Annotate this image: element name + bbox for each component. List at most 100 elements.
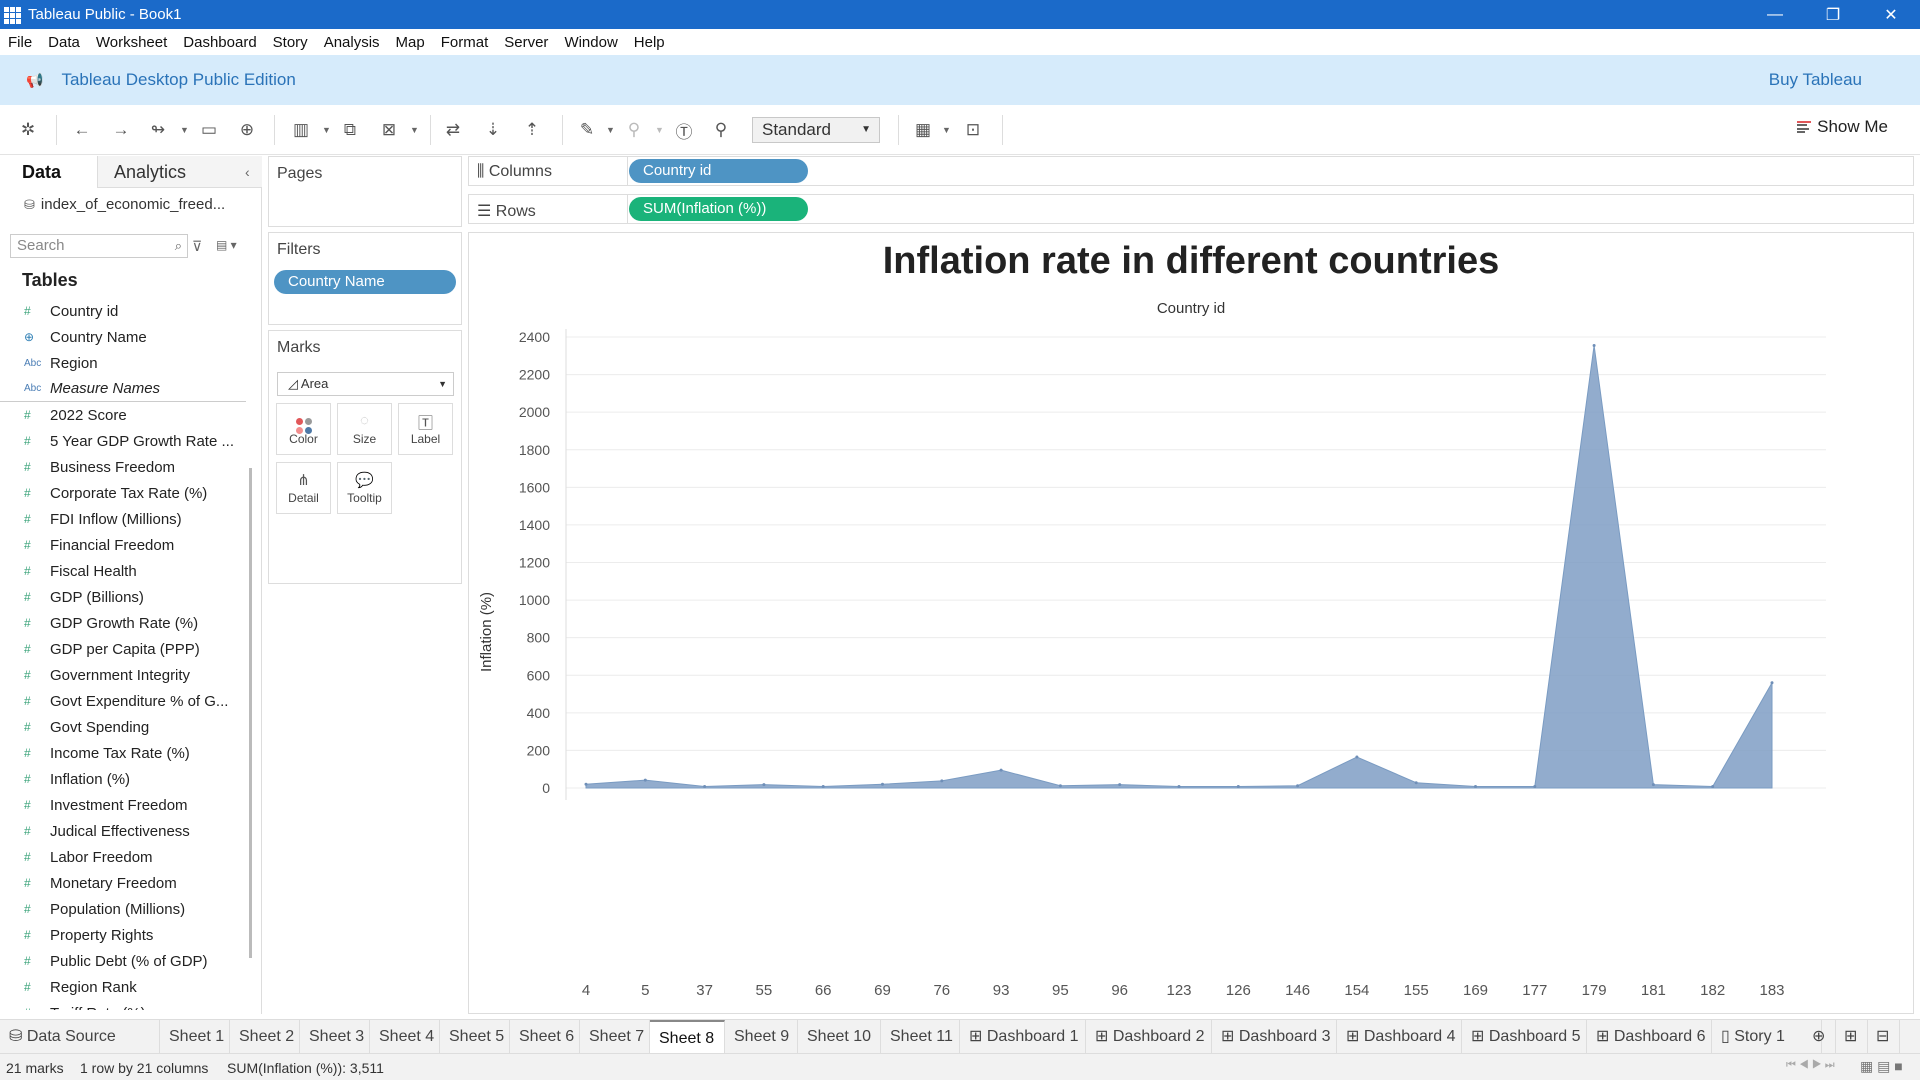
- new-story-tab-icon[interactable]: ⊟: [1868, 1020, 1900, 1054]
- swap-rows-columns-icon[interactable]: ⇄: [445, 120, 461, 139]
- sheet-tab[interactable]: Sheet 1: [160, 1020, 230, 1054]
- menu-map[interactable]: Map: [395, 33, 425, 51]
- field-item[interactable]: #Tariff Rate (%): [0, 1000, 246, 1011]
- area-chart[interactable]: 0 200 400 600 800 1000 1200 1400 1600 1800 2000 220…: [468, 232, 1914, 1014]
- field-item[interactable]: Abc Region: [0, 350, 246, 376]
- show-mark-labels-icon[interactable]: Ⓣ: [675, 122, 693, 142]
- sheet-tab[interactable]: ▯ Story 1: [1712, 1020, 1822, 1054]
- sheet-tab[interactable]: Sheet 3: [300, 1020, 370, 1054]
- menu-help[interactable]: Help: [633, 33, 665, 51]
- columns-pill-country-id[interactable]: Country id: [629, 159, 808, 183]
- duplicate-sheet-icon[interactable]: ⧉: [343, 120, 357, 139]
- minimize-button[interactable]: —: [1767, 5, 1783, 23]
- new-worksheet-dropdown-icon[interactable]: ▼: [322, 125, 331, 135]
- field-item[interactable]: # Country id: [0, 298, 246, 324]
- fix-axes-icon[interactable]: ⚲: [714, 120, 728, 139]
- sheet-tab[interactable]: ⊞ Dashboard 2: [1086, 1020, 1212, 1054]
- sheet-tab[interactable]: ⊞ Dashboard 6: [1587, 1020, 1712, 1054]
- field-item[interactable]: # Property Rights: [0, 922, 246, 948]
- sheet-tab[interactable]: Sheet 2: [230, 1020, 300, 1054]
- sort-ascending-icon[interactable]: ⇣: [485, 120, 501, 139]
- sheet-tab[interactable]: Sheet 10: [798, 1020, 881, 1054]
- field-item[interactable]: # Population (Millions): [0, 896, 246, 922]
- restore-button[interactable]: ❐: [1825, 6, 1841, 24]
- mark-type-select[interactable]: ◿ Area ▼: [277, 372, 454, 396]
- field-item[interactable]: # Public Debt (% of GDP): [0, 948, 246, 974]
- replay-dropdown-icon[interactable]: ▼: [180, 125, 189, 135]
- menu-dashboard[interactable]: Dashboard: [183, 33, 257, 51]
- sort-descending-icon[interactable]: ⇡: [524, 120, 540, 139]
- marks-size-button[interactable]: ◌ Size: [337, 403, 392, 455]
- sheet-tab[interactable]: Sheet 6: [510, 1020, 580, 1054]
- new-dashboard-tab-icon[interactable]: ⊞: [1836, 1020, 1868, 1054]
- field-item[interactable]: # Inflation (%): [0, 766, 246, 792]
- save-icon[interactable]: ▭: [200, 120, 218, 139]
- sheet-tab[interactable]: Sheet 8: [650, 1020, 725, 1054]
- field-item[interactable]: #5 Year GDP Growth Rate ...: [0, 428, 246, 454]
- sheet-tab[interactable]: Sheet 7: [580, 1020, 650, 1054]
- sheet-tab[interactable]: Sheet 9: [725, 1020, 798, 1054]
- field-item[interactable]: # Judical Effectiveness: [0, 818, 246, 844]
- field-item[interactable]: # Govt Expenditure % of G...: [0, 688, 246, 714]
- tab-data[interactable]: Data: [0, 156, 97, 188]
- rows-pill-sum-inflation[interactable]: SUM(Inflation (%)): [629, 197, 808, 221]
- scrollbar[interactable]: [249, 468, 252, 958]
- field-item[interactable]: # Region Rank: [0, 974, 246, 1000]
- marks-detail-button[interactable]: ⋔ Detail: [276, 462, 331, 514]
- sheet-tab[interactable]: ⊞ Dashboard 4: [1337, 1020, 1462, 1054]
- sheet-nav-arrows-icon[interactable]: ⏮ ◀ ▶ ⏭: [1786, 1059, 1835, 1071]
- marks-color-button[interactable]: Color: [276, 403, 331, 455]
- pages-card[interactable]: Pages: [268, 156, 462, 227]
- new-worksheet-icon[interactable]: ▥: [292, 120, 310, 139]
- field-item[interactable]: # Income Tax Rate (%): [0, 740, 246, 766]
- marks-tooltip-button[interactable]: 💬 Tooltip: [337, 462, 392, 514]
- new-worksheet-tab-icon[interactable]: ⊕: [1804, 1020, 1836, 1054]
- search-input[interactable]: Search ⌕: [10, 234, 188, 258]
- fit-select[interactable]: Standard ▼: [752, 117, 880, 143]
- menu-server[interactable]: Server: [504, 33, 549, 51]
- field-item[interactable]: # FDI Inflow (Millions): [0, 506, 246, 532]
- field-item[interactable]: # GDP Growth Rate (%): [0, 610, 246, 636]
- sheet-tab[interactable]: ⊞ Dashboard 3: [1212, 1020, 1337, 1054]
- sheet-tab[interactable]: Sheet 4: [370, 1020, 440, 1054]
- field-item[interactable]: # Monetary Freedom: [0, 870, 246, 896]
- replay-icon[interactable]: ↬: [150, 120, 166, 139]
- field-item[interactable]: #2022 Score: [0, 402, 246, 428]
- show-me-button[interactable]: Show Me: [1797, 117, 1888, 137]
- field-item[interactable]: # Govt Spending: [0, 714, 246, 740]
- field-item[interactable]: # GDP per Capita (PPP): [0, 636, 246, 662]
- view-mode-icons[interactable]: ▦ ▤ ■: [1860, 1058, 1903, 1074]
- filter-pill-country-name[interactable]: Country Name: [274, 270, 456, 294]
- group-members-icon[interactable]: ⚲: [627, 120, 641, 139]
- highlight-icon[interactable]: ✎: [579, 120, 595, 139]
- highlight-dropdown-icon[interactable]: ▼: [606, 125, 615, 135]
- data-source-item[interactable]: ⛁ index_of_economic_freed...: [24, 196, 256, 213]
- menu-story[interactable]: Story: [272, 33, 308, 51]
- clear-sheet-dropdown-icon[interactable]: ▼: [410, 125, 419, 135]
- redo-icon[interactable]: →: [112, 120, 130, 139]
- filter-fields-icon[interactable]: ⊽: [192, 238, 203, 254]
- sheet-tab[interactable]: ⊞ Dashboard 1: [960, 1020, 1086, 1054]
- tab-analytics[interactable]: Analytics: [97, 156, 262, 188]
- field-item[interactable]: # Government Integrity: [0, 662, 246, 688]
- view-options-icon[interactable]: ▤ ▾: [216, 238, 237, 252]
- field-item[interactable]: # Business Freedom: [0, 454, 246, 480]
- show-cards-dropdown-icon[interactable]: ▼: [942, 125, 951, 135]
- clear-sheet-icon[interactable]: ⊠: [381, 120, 397, 139]
- field-item[interactable]: Abc Measure Names: [0, 376, 246, 402]
- tableau-logo-icon[interactable]: ✲: [20, 120, 36, 139]
- menu-analysis[interactable]: Analysis: [323, 33, 380, 51]
- new-data-source-icon[interactable]: ⊕: [239, 120, 255, 139]
- show-cards-icon[interactable]: ▦: [914, 120, 932, 139]
- group-dropdown-icon[interactable]: ▼: [655, 125, 664, 135]
- sheet-tab[interactable]: ⛁ Data Source: [0, 1020, 160, 1054]
- field-item[interactable]: # Corporate Tax Rate (%): [0, 480, 246, 506]
- buy-tableau-link[interactable]: Buy Tableau: [1768, 70, 1862, 89]
- marks-label-button[interactable]: 🅃 Label: [398, 403, 453, 455]
- menu-format[interactable]: Format: [440, 33, 489, 51]
- field-item[interactable]: ⊕ Country Name: [0, 324, 246, 350]
- field-item[interactable]: # GDP (Billions): [0, 584, 246, 610]
- menu-file[interactable]: File: [8, 33, 33, 51]
- collapse-pane-icon[interactable]: ‹: [245, 164, 250, 180]
- viz-area[interactable]: [468, 232, 1914, 1014]
